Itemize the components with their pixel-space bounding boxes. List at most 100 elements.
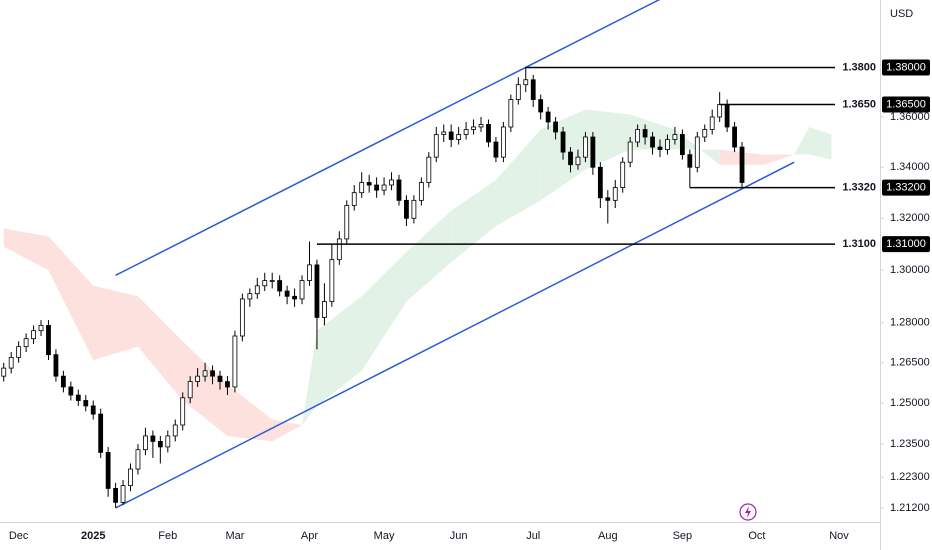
candle-body [493, 141, 499, 158]
candle-body [650, 136, 655, 148]
candle-body [98, 413, 104, 453]
candle-body [262, 280, 268, 287]
candle-body [322, 301, 327, 318]
candle-body [404, 199, 409, 219]
candle-body [210, 370, 215, 377]
y-tick-label: 1.36000 [890, 111, 930, 123]
candle-body [314, 264, 320, 318]
candle-body [53, 354, 59, 377]
candle-body [60, 375, 66, 388]
level-label: 1.3650 [842, 98, 876, 110]
candle-body [299, 280, 305, 300]
candle-body [739, 146, 745, 183]
candle-body [597, 166, 603, 199]
candle-body [75, 394, 81, 401]
level-axis-box [882, 236, 930, 253]
candle-body [195, 375, 201, 382]
y-tick-label: 1.23500 [890, 438, 930, 450]
candle-body [672, 134, 678, 140]
candle-body [329, 259, 335, 302]
candle-body [113, 488, 118, 503]
level-axis-box [882, 59, 930, 76]
candle-body [732, 126, 737, 148]
channel-line [115, 0, 661, 276]
level-axis-box [882, 179, 930, 196]
x-tick-label: Dec [9, 530, 29, 542]
candle-body [135, 449, 141, 470]
candle-body [187, 381, 193, 399]
cloud-segment [316, 296, 362, 406]
x-tick-label: Mar [225, 530, 244, 542]
candle-body [515, 84, 521, 100]
candle-body [665, 139, 670, 150]
cloud-segment [585, 109, 631, 170]
level-label: 1.3320 [842, 181, 876, 193]
candle-body [568, 151, 573, 166]
candle-body [642, 129, 648, 138]
candle-body [426, 156, 432, 183]
candle-body [575, 156, 581, 166]
candle-body [8, 356, 14, 369]
candle-body [217, 375, 223, 382]
candle-body [120, 485, 126, 503]
candle-body [553, 121, 558, 133]
y-tick-label: 1.26500 [890, 357, 930, 369]
candle-body [441, 131, 447, 135]
candle-body [1, 367, 7, 377]
cloud-segment [495, 129, 541, 227]
candle-body [225, 381, 230, 388]
x-tick-label: Feb [158, 530, 177, 542]
cloud-segment [361, 251, 407, 371]
candle-body [157, 441, 163, 448]
candle-body [627, 141, 633, 163]
x-tick-label: Aug [598, 530, 618, 542]
y-tick-label: 1.22300 [890, 471, 930, 483]
candle-body [411, 199, 417, 219]
y-tick-label: 1.32000 [890, 212, 930, 224]
candle-body [31, 330, 36, 340]
candle-body [344, 205, 350, 240]
candle-body [590, 136, 596, 168]
candle-body [545, 111, 551, 123]
level-axis-label: 1.31000 [886, 238, 926, 250]
y-tick-label: 1.25000 [890, 397, 930, 409]
cloud-segment [794, 126, 810, 155]
candle-body [694, 136, 700, 168]
candle-body [508, 99, 514, 128]
x-tick-label: 2025 [81, 530, 105, 542]
candle-body [486, 124, 491, 143]
candle-body [180, 397, 186, 426]
cloud-segment [182, 341, 228, 436]
level-axis-label: 1.36500 [886, 98, 926, 110]
level-label: 1.3100 [842, 238, 876, 250]
y-tick-label: 1.21200 [890, 502, 930, 514]
level-axis-label: 1.33200 [886, 181, 926, 193]
channel-line [115, 161, 795, 509]
candle-body [463, 129, 469, 135]
candle-body [679, 134, 685, 156]
candle-body [620, 161, 626, 188]
level-label: 1.3800 [842, 61, 876, 73]
candle-body [702, 129, 708, 138]
candle-body [105, 452, 111, 489]
level-axis-label: 1.38000 [886, 61, 926, 73]
cloud-segment [48, 236, 94, 361]
candle-body [500, 126, 506, 158]
candle-body [128, 468, 133, 487]
y-tick-label: 1.28000 [890, 317, 930, 329]
candle-body [381, 184, 387, 191]
candle-body [150, 435, 156, 442]
candle-body [605, 197, 611, 201]
candle-body [389, 179, 394, 186]
candle-body [471, 126, 476, 130]
candle-body [336, 238, 342, 261]
candle-body [396, 179, 402, 201]
level-axis-box [882, 96, 930, 113]
x-tick-label: Jun [450, 530, 468, 542]
candle-body [307, 264, 312, 281]
candle-body [38, 324, 44, 332]
candle-body [530, 79, 536, 100]
candle-body [165, 435, 171, 448]
